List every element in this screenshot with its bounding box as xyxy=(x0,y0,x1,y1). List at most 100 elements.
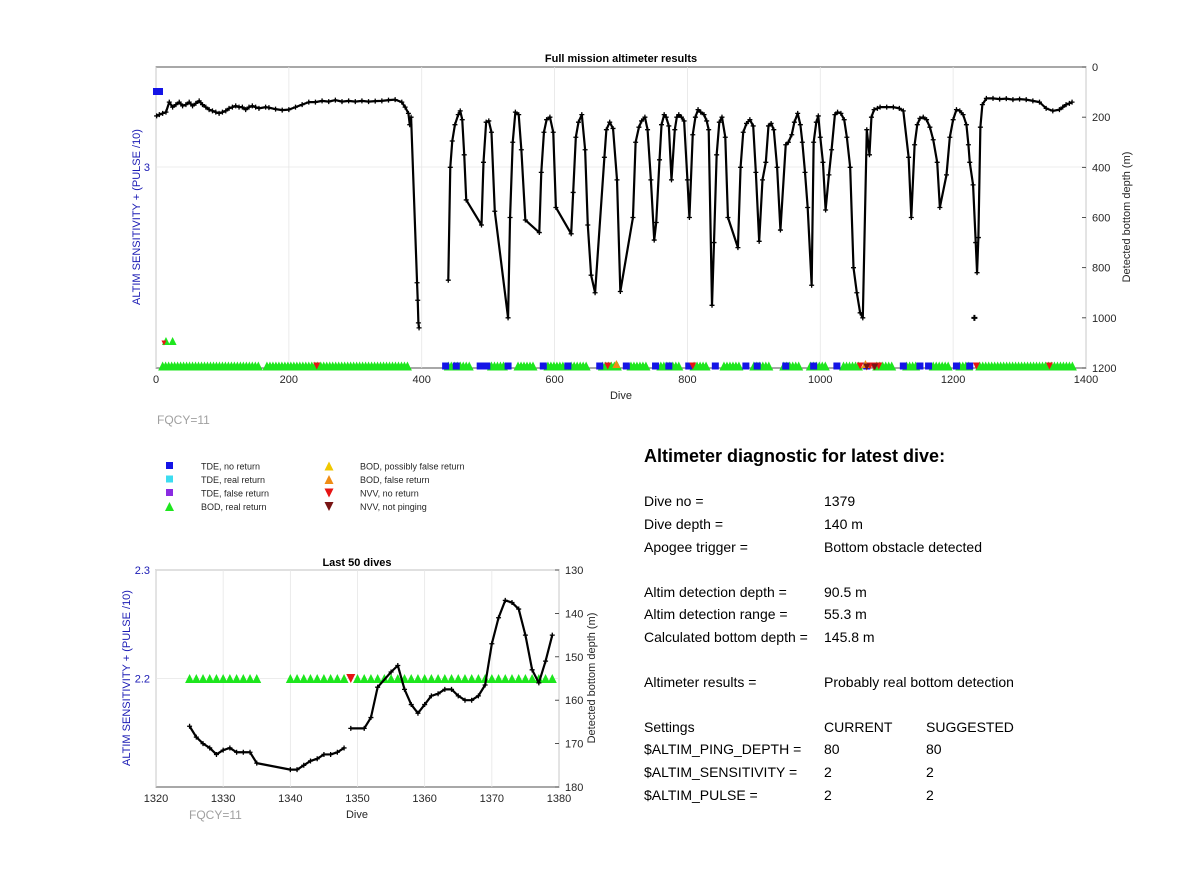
depth-point xyxy=(253,104,259,110)
tde-no-return-marker xyxy=(925,362,933,370)
bod-real-return-marker xyxy=(887,361,897,371)
depth-point xyxy=(1050,108,1056,114)
legend-label: BOD, possibly false return xyxy=(360,462,465,472)
bod-real-return-marker xyxy=(487,674,497,683)
depth-point xyxy=(857,310,863,316)
bod-real-return-marker xyxy=(185,674,195,683)
depth-point xyxy=(630,215,636,220)
bod-real-return-marker xyxy=(467,674,477,683)
tde-no-return-marker xyxy=(564,362,572,370)
depth-point xyxy=(738,164,744,170)
depth-point xyxy=(983,95,989,101)
depth-point xyxy=(173,102,179,108)
diag-label-altim-range: Altim detection range = xyxy=(644,606,788,622)
depth-point xyxy=(851,265,856,271)
tde-no-return-marker xyxy=(665,362,673,370)
depth-point xyxy=(518,147,524,153)
full-mission-right-y-label: Detected bottom depth (m) xyxy=(1121,152,1133,283)
bod-real-return-marker xyxy=(386,674,396,683)
bod-real-return-marker xyxy=(319,674,329,683)
depth-point xyxy=(795,110,801,116)
tde-no-return-marker xyxy=(952,362,960,370)
depth-point xyxy=(860,315,866,321)
x-tick-label: 1350 xyxy=(345,793,369,805)
bod-real-return-marker xyxy=(191,674,201,683)
last-50-data xyxy=(185,597,557,773)
depth-point xyxy=(1066,100,1072,106)
depth-point xyxy=(187,723,193,729)
x-tick-label: 200 xyxy=(280,374,298,386)
depth-point xyxy=(912,142,918,148)
depth-point xyxy=(573,134,579,140)
depth-point xyxy=(636,124,642,130)
bod-real-return-marker xyxy=(494,674,504,683)
depth-point xyxy=(709,302,715,308)
depth-point xyxy=(294,767,300,773)
depth-point xyxy=(186,99,192,105)
depth-point xyxy=(924,117,930,123)
depth-point xyxy=(674,114,680,120)
depth-point xyxy=(725,215,731,220)
tde-no-return-marker xyxy=(504,362,512,370)
depth-point xyxy=(522,217,528,223)
depth-point xyxy=(811,139,817,145)
bod-real-return-marker xyxy=(245,674,255,683)
depth-point xyxy=(944,172,949,178)
tde-no-return-marker xyxy=(810,362,818,370)
depth-point xyxy=(502,597,508,603)
setting-ping-depth-suggested: 80 xyxy=(926,741,942,757)
legend-label: TDE, real return xyxy=(201,475,265,485)
depth-point xyxy=(512,109,518,115)
depth-point xyxy=(1043,105,1049,111)
depth-point xyxy=(529,667,535,673)
depth-point xyxy=(180,103,186,109)
depth-point xyxy=(900,108,906,114)
bod-false-return-marker xyxy=(612,360,621,368)
depth-point xyxy=(422,702,428,708)
depth-point xyxy=(970,182,976,188)
depth-point xyxy=(666,123,672,129)
depth-point xyxy=(927,124,933,130)
depth-point xyxy=(348,725,354,731)
depth-point xyxy=(156,112,162,118)
right-y-tick-label: 200 xyxy=(1092,112,1110,124)
bod-real-return-marker xyxy=(326,674,336,683)
depth-point xyxy=(203,104,209,110)
x-tick-label: 1200 xyxy=(941,374,965,386)
depth-point xyxy=(415,710,421,716)
depth-point xyxy=(570,189,576,195)
depth-point xyxy=(645,127,651,133)
right-y-tick-label: 1000 xyxy=(1092,313,1116,325)
last-50-title: Last 50 dives xyxy=(322,557,391,569)
right-y-tick-label: 140 xyxy=(565,608,583,620)
bod-real-return-marker xyxy=(674,361,684,371)
depth-point xyxy=(240,749,246,755)
depth-point xyxy=(346,98,352,104)
depth-point xyxy=(334,749,340,755)
bod-real-return-marker xyxy=(426,674,436,683)
depth-point xyxy=(486,118,492,124)
nvv-no-return-marker xyxy=(161,340,167,346)
depth-point xyxy=(489,641,495,647)
depth-point xyxy=(774,164,780,170)
depth-point xyxy=(789,132,795,138)
x-tick-label: 600 xyxy=(545,374,563,386)
nvv-no-return-marker xyxy=(604,362,612,370)
depth-point xyxy=(246,104,252,110)
legend-marker xyxy=(324,488,334,498)
diag-value-bottom-depth: 145.8 m xyxy=(824,629,875,645)
depth-point xyxy=(553,204,559,210)
bod-real-return-marker xyxy=(734,361,744,371)
depth-point xyxy=(659,122,665,128)
depth-point xyxy=(234,749,240,755)
depth-point xyxy=(445,277,451,283)
depth-point xyxy=(854,290,860,296)
depth-point xyxy=(642,114,648,120)
nvv-no-return-marker xyxy=(856,362,864,370)
tde-no-return-marker xyxy=(483,362,491,370)
bod-real-return-marker xyxy=(641,361,651,371)
depth-point xyxy=(154,113,160,119)
bod-real-return-marker xyxy=(520,674,530,683)
bod-real-return-marker xyxy=(393,674,403,683)
depth-point xyxy=(585,222,591,228)
